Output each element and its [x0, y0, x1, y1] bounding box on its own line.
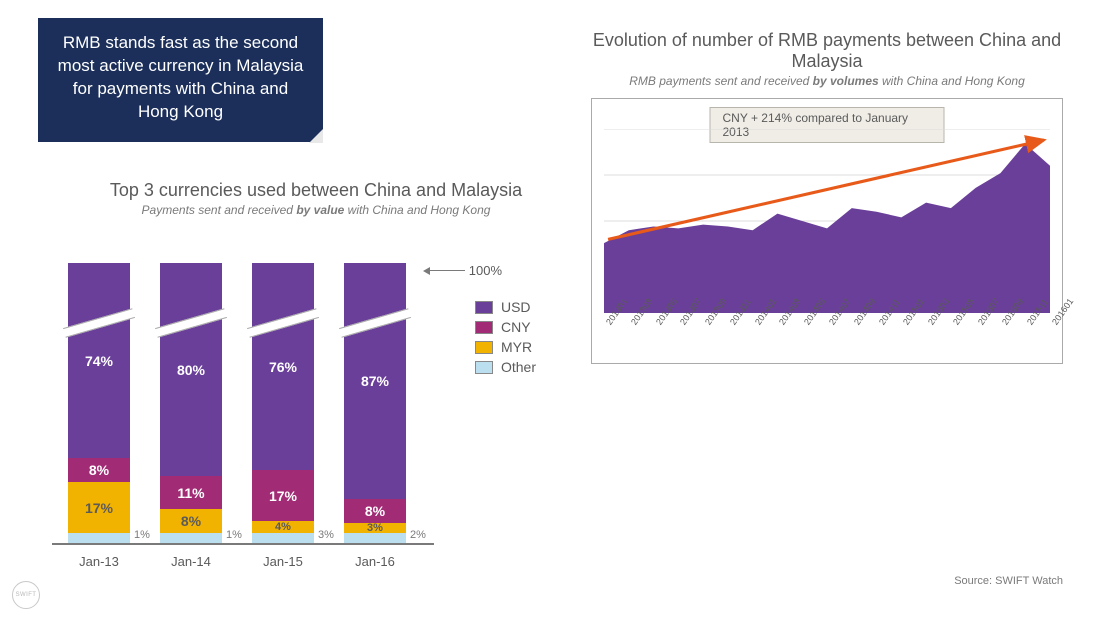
bar-x-label: Jan-16: [344, 554, 406, 569]
legend-label: MYR: [501, 339, 532, 355]
area-svg: [604, 129, 1050, 313]
area-chart-box: CNY + 214% compared to January 2013 2013…: [591, 98, 1063, 364]
legend-swatch: [475, 361, 493, 374]
arrow-icon: [429, 270, 465, 271]
legend-row-cny: CNY: [475, 319, 536, 335]
x-axis-line: [52, 543, 434, 545]
legend-swatch: [475, 321, 493, 334]
hundred-percent-marker: 100%: [429, 263, 502, 278]
axis-break-icon: [339, 308, 411, 337]
bar-seg-other: [68, 533, 130, 543]
bar-chart-subtitle: Payments sent and received by value with…: [48, 203, 584, 217]
axis-break-icon: [63, 308, 135, 337]
swift-logo: SWIFT: [12, 581, 40, 609]
bar-seg-other: [344, 533, 406, 543]
bar-seg-cny: 11%: [160, 476, 222, 509]
callout-fold-decoration: [309, 129, 323, 143]
axis-break-icon: [155, 308, 227, 337]
bar-seg-usd: 76%: [252, 263, 314, 470]
bar-seg-other: [160, 533, 222, 543]
legend-swatch: [475, 341, 493, 354]
area-chart-panel: Evolution of number of RMB payments betw…: [591, 30, 1063, 364]
legend-row-other: Other: [475, 359, 536, 375]
bar-chart-title: Top 3 currencies used between China and …: [48, 180, 584, 201]
legend-swatch: [475, 301, 493, 314]
logo-text: SWIFT: [16, 592, 37, 598]
other-value-label: 2%: [410, 529, 426, 541]
other-value-label: 1%: [134, 529, 150, 541]
other-value-label: 3%: [318, 529, 334, 541]
area-x-tick: 201601: [1050, 296, 1075, 326]
bar-column: 87%8%3%2%Jan-16: [344, 263, 406, 543]
bar-seg-myr: 3%: [344, 523, 406, 533]
bar-seg-other: [252, 533, 314, 543]
bar-seg-cny: 8%: [68, 458, 130, 482]
bar-column: 74%8%17%1%Jan-13: [68, 263, 130, 543]
bar-seg-cny: 17%: [252, 470, 314, 521]
legend-row-myr: MYR: [475, 339, 536, 355]
bar-x-label: Jan-15: [252, 554, 314, 569]
bar-seg-myr: 4%: [252, 521, 314, 533]
headline-text: RMB stands fast as the second most activ…: [58, 33, 304, 121]
bar-seg-usd: 87%: [344, 263, 406, 499]
bar-seg-myr: 17%: [68, 482, 130, 533]
other-value-label: 1%: [226, 529, 242, 541]
area-x-axis-labels: 2013012013032013052013072013092013112014…: [604, 315, 1050, 361]
bars-container: 74%8%17%1%Jan-1380%11%8%1%Jan-1476%17%4%…: [68, 263, 428, 543]
bar-seg-cny: 8%: [344, 499, 406, 523]
headline-callout: RMB stands fast as the second most activ…: [38, 18, 323, 142]
bar-seg-usd: 74%: [68, 263, 130, 458]
bar-column: 76%17%4%3%Jan-15: [252, 263, 314, 543]
bar-seg-usd: 80%: [160, 263, 222, 476]
area-plot: [604, 129, 1050, 313]
bar-x-label: Jan-14: [160, 554, 222, 569]
bar-seg-myr: 8%: [160, 509, 222, 533]
bar-chart-plot: 100% 74%8%17%1%Jan-1380%11%8%1%Jan-1476%…: [48, 235, 584, 575]
source-attribution: Source: SWIFT Watch: [954, 575, 1063, 587]
legend-row-usd: USD: [475, 299, 536, 315]
bar-column: 80%11%8%1%Jan-14: [160, 263, 222, 543]
area-chart-title: Evolution of number of RMB payments betw…: [591, 30, 1063, 72]
bar-x-label: Jan-13: [68, 554, 130, 569]
legend-label: CNY: [501, 319, 531, 335]
area-chart-subtitle: RMB payments sent and received by volume…: [591, 74, 1063, 88]
legend-label: Other: [501, 359, 536, 375]
bar-chart-legend: USD CNY MYR Other: [475, 295, 536, 379]
bar-chart-panel: Top 3 currencies used between China and …: [48, 180, 584, 575]
legend-label: USD: [501, 299, 531, 315]
area-fill: [604, 144, 1050, 313]
axis-break-icon: [247, 308, 319, 337]
